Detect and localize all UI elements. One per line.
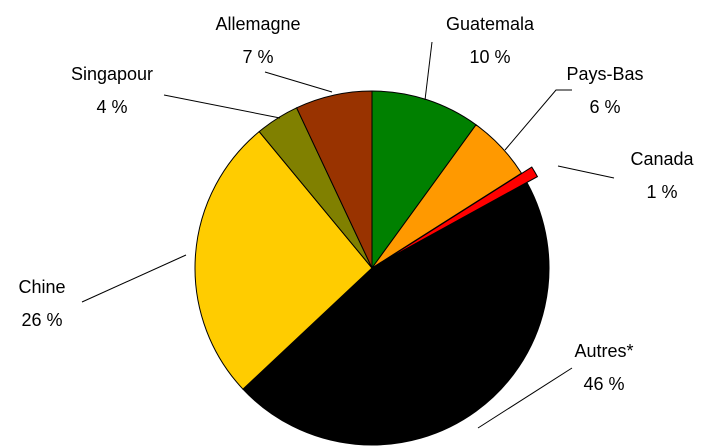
- slice-value-label: 26 %: [21, 310, 62, 330]
- leader-line: [504, 89, 572, 151]
- pie-slice: [371, 90, 477, 270]
- slice-label: Guatemala: [446, 14, 535, 34]
- leader-line: [163, 94, 281, 119]
- pie-slice: [194, 130, 373, 390]
- leader-line: [424, 41, 433, 101]
- slice-label: Canada: [630, 149, 694, 169]
- slice-label: Autres*: [574, 341, 633, 361]
- leader-line: [264, 71, 333, 93]
- slice-value-label: 4 %: [96, 97, 127, 117]
- slice-label: Chine: [18, 277, 65, 297]
- pie-slice: [382, 166, 539, 263]
- slice-value-label: 6 %: [589, 97, 620, 117]
- leader-line: [557, 165, 615, 179]
- slice-value-label: 7 %: [242, 47, 273, 67]
- pie-slice: [242, 182, 550, 446]
- slice-value-label: 1 %: [646, 182, 677, 202]
- leader-line: [477, 367, 573, 429]
- leader-line: [81, 254, 187, 303]
- slice-value-label: 46 %: [583, 374, 624, 394]
- slice-label: Singapour: [71, 64, 153, 84]
- pie-slice: [295, 90, 373, 269]
- slice-label: Pays-Bas: [566, 64, 643, 84]
- slice-label: Allemagne: [215, 14, 300, 34]
- slice-value-label: 10 %: [469, 47, 510, 67]
